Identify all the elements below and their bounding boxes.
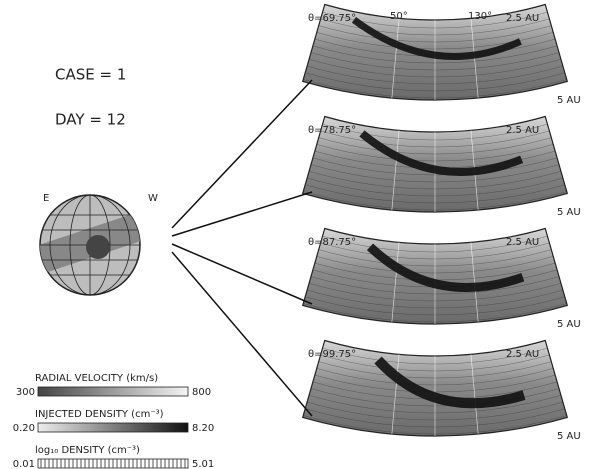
colorbar-scale bbox=[38, 423, 188, 432]
colorbars: RADIAL VELOCITY (km/s)300 800 INJECTED DEN… bbox=[13, 373, 215, 469]
longitude-label: 50° bbox=[390, 11, 408, 22]
colorbar-title: log₁₀ DENSITY (cm⁻³) bbox=[35, 445, 140, 456]
inner-radius-label: 2.5 AU bbox=[506, 13, 539, 24]
outer-radius-label: 5 AU bbox=[557, 319, 581, 330]
panels: θ=69.75° 2.5 AU 5 AU 50° 130° θ=78.75° 2.5 AU 5… bbox=[303, 5, 581, 442]
east-label: E bbox=[43, 193, 49, 204]
colorbar-scale bbox=[38, 387, 188, 396]
colorbar-max: 5.01 bbox=[192, 459, 214, 469]
outer-radius-label: 5 AU bbox=[557, 207, 581, 218]
globe-spot bbox=[86, 235, 110, 259]
connector bbox=[172, 80, 312, 228]
colorbar: INJECTED DENSITY (cm⁻³)0.20 8.20 bbox=[13, 409, 215, 434]
inner-radius-label: 2.5 AU bbox=[506, 349, 539, 360]
globe bbox=[30, 190, 150, 300]
longitude-label: 130° bbox=[468, 11, 492, 22]
panel: θ=99.75° 2.5 AU 5 AU bbox=[303, 341, 581, 442]
colorbar: log₁₀ DENSITY (cm⁻³)0.01 5.01 bbox=[13, 445, 215, 469]
theta-label: θ=69.75° bbox=[308, 13, 356, 24]
colorbar-max: 800 bbox=[192, 387, 211, 398]
outer-radius-label: 5 AU bbox=[557, 431, 581, 442]
colorbar: RADIAL VELOCITY (km/s)300 800 bbox=[16, 373, 211, 398]
day-label: DAY = 12 bbox=[55, 111, 126, 129]
connector bbox=[172, 192, 312, 236]
colorbar-min: 300 bbox=[16, 387, 35, 398]
colorbar-min: 0.01 bbox=[13, 459, 35, 469]
theta-label: θ=87.75° bbox=[308, 237, 356, 248]
figure: CASE = 1 DAY = 12 E W θ=69.75° 2.5 AU 5 AU… bbox=[0, 0, 591, 469]
colorbar-title: INJECTED DENSITY (cm⁻³) bbox=[35, 409, 164, 420]
inner-radius-label: 2.5 AU bbox=[506, 237, 539, 248]
inner-radius-label: 2.5 AU bbox=[506, 125, 539, 136]
colorbar-scale bbox=[38, 459, 188, 468]
theta-label: θ=78.75° bbox=[308, 125, 356, 136]
theta-label: θ=99.75° bbox=[308, 349, 356, 360]
colorbar-min: 0.20 bbox=[13, 423, 35, 434]
west-label: W bbox=[148, 193, 158, 204]
colorbar-max: 8.20 bbox=[192, 423, 214, 434]
panel: θ=78.75° 2.5 AU 5 AU bbox=[303, 117, 581, 218]
connector bbox=[172, 244, 312, 304]
panel: θ=69.75° 2.5 AU 5 AU 50° 130° bbox=[303, 5, 581, 106]
colorbar-title: RADIAL VELOCITY (km/s) bbox=[35, 373, 158, 384]
panel: θ=87.75° 2.5 AU 5 AU bbox=[303, 229, 581, 330]
case-label: CASE = 1 bbox=[55, 66, 126, 84]
outer-radius-label: 5 AU bbox=[557, 95, 581, 106]
